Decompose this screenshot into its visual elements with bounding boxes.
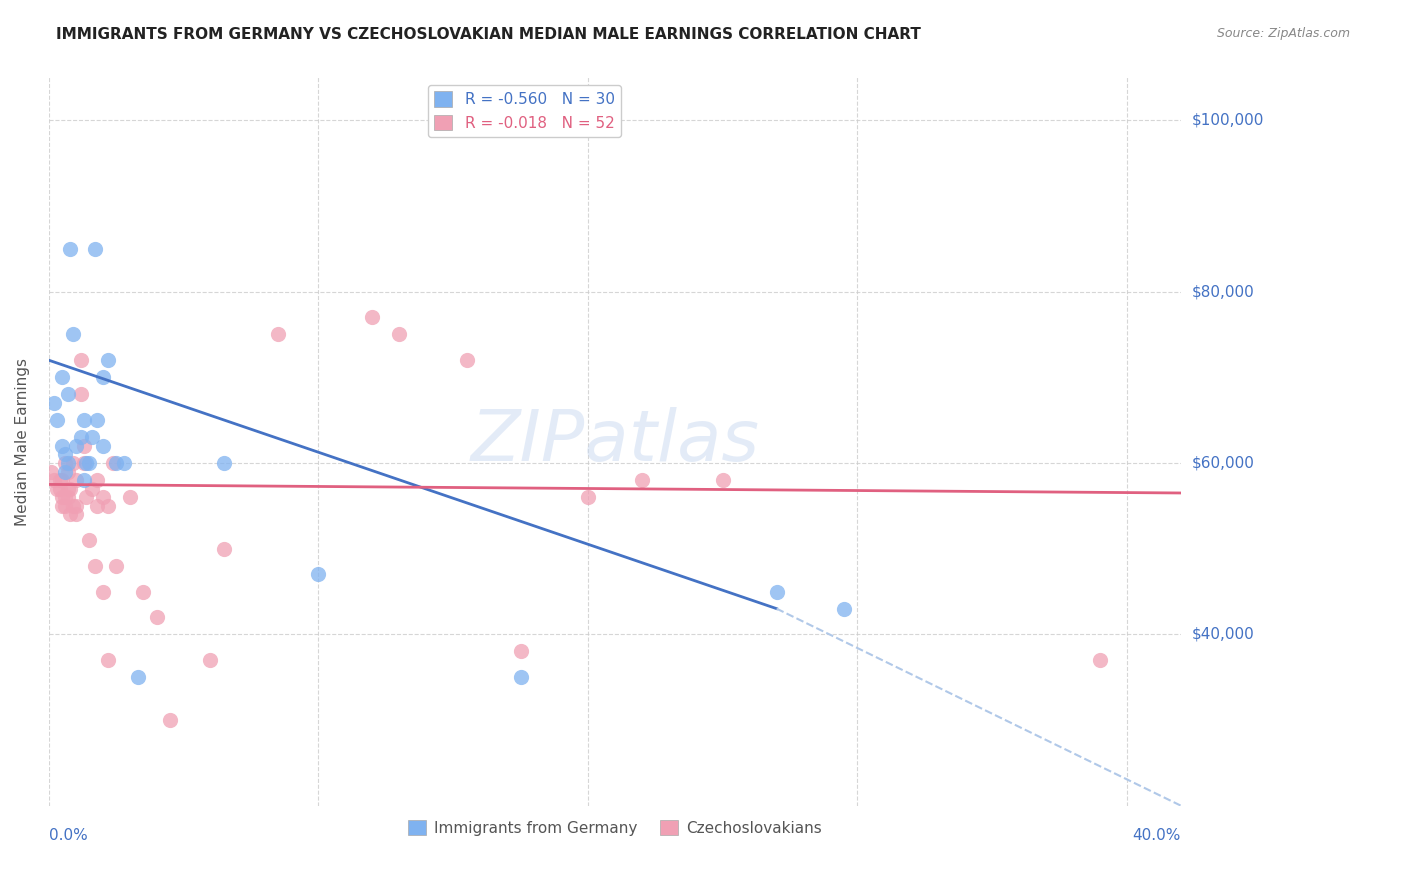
Point (86, 413, 108, 427)
Point (200, 653, 222, 667)
Point (51, 499, 73, 513)
Point (97, 653, 120, 667)
Point (765, 584, 787, 599)
Point (145, 610, 167, 624)
Point (456, 353, 478, 368)
Point (59, 508, 82, 522)
Point (45, 413, 67, 427)
Point (59, 482, 82, 496)
Point (388, 327, 411, 342)
Text: $60,000: $60,000 (1192, 456, 1256, 470)
Point (56, 465, 79, 479)
Point (97, 499, 120, 513)
Point (361, 310, 384, 325)
Point (105, 558, 128, 573)
Point (65, 473, 87, 487)
Point (53, 447, 76, 461)
Point (105, 456, 128, 470)
Point (73, 456, 96, 470)
Point (1088, 653, 1111, 667)
Point (51, 370, 73, 384)
Point (73, 473, 96, 487)
Point (91, 490, 114, 504)
Point (509, 644, 531, 658)
Point (76, 456, 98, 470)
Point (62, 327, 84, 342)
Point (91, 370, 114, 384)
Point (65, 508, 87, 522)
Point (56, 482, 79, 496)
Point (212, 541, 235, 556)
Point (630, 473, 652, 487)
Point (48, 482, 70, 496)
Point (127, 670, 149, 684)
Point (91, 439, 114, 453)
Point (711, 473, 734, 487)
Point (65, 499, 87, 513)
Text: 40.0%: 40.0% (1133, 828, 1181, 843)
Point (53, 490, 76, 504)
Point (132, 584, 155, 599)
Point (509, 670, 531, 684)
Point (86, 473, 108, 487)
Point (832, 601, 855, 615)
Point (45, 482, 67, 496)
Point (212, 456, 235, 470)
Point (70, 387, 93, 401)
Point (44, 396, 66, 410)
Y-axis label: Median Male Earnings: Median Male Earnings (15, 358, 30, 525)
Point (65, 439, 87, 453)
Point (91, 584, 114, 599)
Point (70, 353, 93, 368)
Text: $100,000: $100,000 (1192, 112, 1264, 128)
Point (576, 490, 599, 504)
Point (70, 430, 93, 444)
Text: $40,000: $40,000 (1192, 627, 1254, 642)
Point (76, 490, 98, 504)
Point (83, 242, 105, 256)
Text: 0.0%: 0.0% (49, 828, 87, 843)
Point (56, 456, 79, 470)
Point (44, 473, 66, 487)
Text: $80,000: $80,000 (1192, 285, 1254, 299)
Point (80, 482, 103, 496)
Point (83, 558, 105, 573)
Point (51, 490, 73, 504)
Point (77, 533, 100, 548)
Point (118, 490, 141, 504)
Point (73, 413, 96, 427)
Point (62, 456, 84, 470)
Point (56, 490, 79, 504)
Point (159, 713, 181, 727)
Point (62, 499, 84, 513)
Point (59, 242, 82, 256)
Point (112, 456, 135, 470)
Legend: Immigrants from Germany, Czechoslovakians: Immigrants from Germany, Czechoslovakian… (402, 814, 828, 842)
Point (41, 465, 63, 479)
Point (307, 567, 329, 582)
Point (73, 439, 96, 453)
Point (51, 473, 73, 487)
Point (267, 327, 290, 342)
Point (77, 456, 100, 470)
Point (51, 439, 73, 453)
Text: IMMIGRANTS FROM GERMANY VS CZECHOSLOVAKIAN MEDIAN MALE EARNINGS CORRELATION CHAR: IMMIGRANTS FROM GERMANY VS CZECHOSLOVAKI… (56, 27, 921, 42)
Point (97, 353, 120, 368)
Point (53, 499, 76, 513)
Text: Source: ZipAtlas.com: Source: ZipAtlas.com (1216, 27, 1350, 40)
Point (53, 465, 76, 479)
Point (103, 456, 125, 470)
Point (48, 473, 70, 487)
Point (56, 387, 79, 401)
Text: ZIPatlas: ZIPatlas (471, 407, 759, 476)
Point (53, 456, 76, 470)
Point (80, 430, 103, 444)
Point (86, 499, 108, 513)
